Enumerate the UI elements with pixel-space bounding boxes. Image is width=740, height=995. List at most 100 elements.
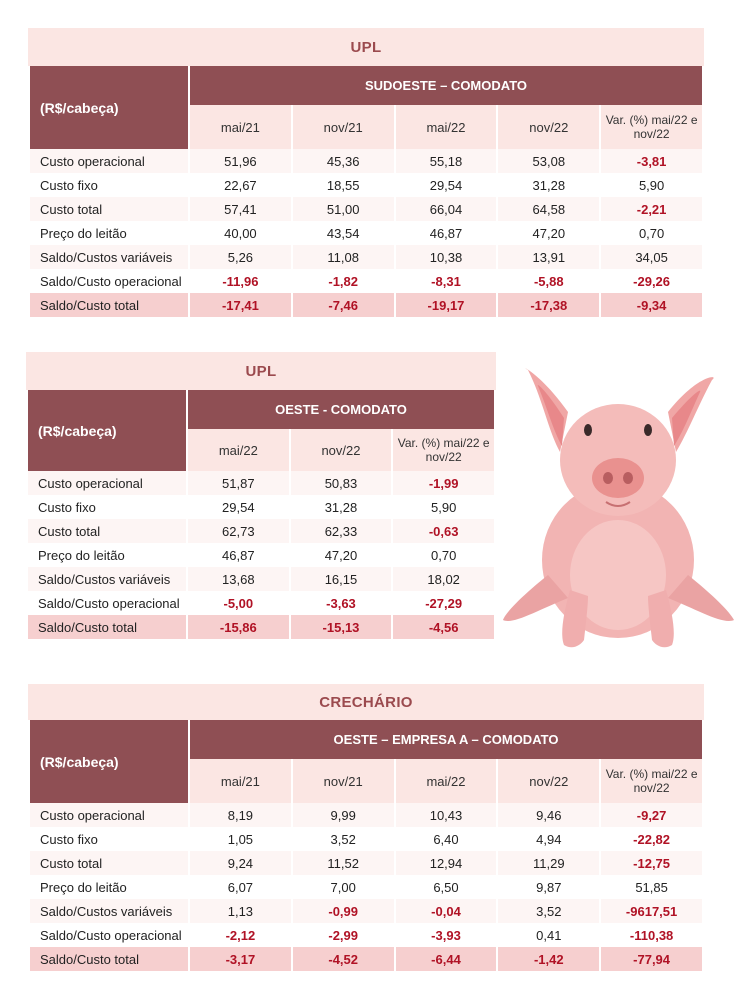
column-header: Var. (%) mai/22 e nov/22 <box>601 105 702 149</box>
table-upl-sudoeste: UPL (R$/cabeça) SUDOESTE – COMODATO mai/… <box>28 28 704 317</box>
table-cell: 6,50 <box>395 875 497 899</box>
row-label: Saldo/Custos variáveis <box>30 899 188 923</box>
table-cell: 16,15 <box>290 567 392 591</box>
group-header: OESTE - COMODATO <box>188 390 494 429</box>
table-cell: -17,38 <box>498 293 600 317</box>
column-header: nov/21 <box>292 759 394 803</box>
table-cell: -0,99 <box>292 899 394 923</box>
group-header: OESTE – EMPRESA A – COMODATO <box>190 720 702 759</box>
row-label: Preço do leitão <box>30 875 188 899</box>
table-row: Saldo/Custo total -3,17 -4,52 -6,44 -1,42 -77… <box>30 947 702 971</box>
row-label: Custo total <box>30 197 188 221</box>
table-cell: 5,26 <box>190 245 291 269</box>
row-label: Saldo/Custo total <box>30 293 188 317</box>
table-cell: -8,31 <box>395 269 497 293</box>
table-cell: 66,04 <box>395 197 497 221</box>
table-cell: -9,34 <box>601 293 702 317</box>
table-row: Custo fixo 29,54 31,28 5,90 <box>28 495 494 519</box>
table-cell: -17,41 <box>190 293 291 317</box>
table-cell: 0,70 <box>393 543 494 567</box>
table-cell: 50,83 <box>290 471 392 495</box>
table-cell: -9,27 <box>601 803 702 827</box>
table-row: Saldo/Custos variáveis 5,26 11,08 10,38 13,9… <box>30 245 702 269</box>
table-cell: 18,55 <box>292 173 394 197</box>
row-label: Saldo/Custo total <box>30 947 188 971</box>
table-cell: 18,02 <box>393 567 494 591</box>
table-cell: -4,52 <box>292 947 394 971</box>
table-cell: -1,42 <box>498 947 600 971</box>
row-label: Custo fixo <box>30 827 188 851</box>
table-cell: 57,41 <box>190 197 291 221</box>
table-cell: 11,52 <box>292 851 394 875</box>
table-cell: -3,81 <box>601 149 702 173</box>
table-row: Custo total 57,41 51,00 66,04 64,58 -2,21 <box>30 197 702 221</box>
table-cell: -0,63 <box>393 519 494 543</box>
table-crechario-oeste: CRECHÁRIO (R$/cabeça) OESTE – EMPRESA A … <box>28 684 704 971</box>
table-cell: -15,13 <box>290 615 392 639</box>
row-label: Custo fixo <box>28 495 186 519</box>
row-label: Saldo/Custo operacional <box>30 269 188 293</box>
column-header: nov/22 <box>498 105 600 149</box>
table-cell: -11,96 <box>190 269 291 293</box>
table-cell: -2,99 <box>292 923 394 947</box>
table-cell: 64,58 <box>498 197 600 221</box>
table-cell: 9,99 <box>292 803 394 827</box>
table-cell: 47,20 <box>498 221 600 245</box>
column-header: nov/21 <box>292 105 394 149</box>
table-cell: 10,43 <box>395 803 497 827</box>
unit-label: (R$/cabeça) <box>30 66 188 149</box>
row-label: Saldo/Custo operacional <box>28 591 186 615</box>
table-row: Preço do leitão 46,87 47,20 0,70 <box>28 543 494 567</box>
table-cell: 22,67 <box>190 173 291 197</box>
table-cell: 51,87 <box>188 471 289 495</box>
data-table: (R$/cabeça) OESTE – EMPRESA A – COMODATO… <box>28 720 704 971</box>
row-label: Saldo/Custo total <box>28 615 186 639</box>
column-header: mai/22 <box>395 759 497 803</box>
table-row: Saldo/Custo total -17,41 -7,46 -19,17 -17,38… <box>30 293 702 317</box>
table-cell: -1,82 <box>292 269 394 293</box>
table-cell: -4,56 <box>393 615 494 639</box>
table-row: Saldo/Custo total -15,86 -15,13 -4,56 <box>28 615 494 639</box>
table-cell: 13,68 <box>188 567 289 591</box>
row-label: Preço do leitão <box>30 221 188 245</box>
table-cell: 6,07 <box>190 875 291 899</box>
table-cell: 6,40 <box>395 827 497 851</box>
table-cell: 43,54 <box>292 221 394 245</box>
table-cell: 0,70 <box>601 221 702 245</box>
table-cell: -5,88 <box>498 269 600 293</box>
row-label: Saldo/Custos variáveis <box>28 567 186 591</box>
table-row: Custo total 9,24 11,52 12,94 11,29 -12,75 <box>30 851 702 875</box>
table-cell: -12,75 <box>601 851 702 875</box>
table-cell: -3,17 <box>190 947 291 971</box>
table-cell: 45,36 <box>292 149 394 173</box>
table-cell: -3,63 <box>290 591 392 615</box>
table-cell: 0,41 <box>498 923 600 947</box>
column-header: Var. (%) mai/22 e nov/22 <box>393 429 494 471</box>
table-cell: 13,91 <box>498 245 600 269</box>
column-header: Var. (%) mai/22 e nov/22 <box>601 759 702 803</box>
table-cell: 11,29 <box>498 851 600 875</box>
table-cell: -1,99 <box>393 471 494 495</box>
column-header: mai/21 <box>190 105 291 149</box>
table-cell: 1,13 <box>190 899 291 923</box>
table-row: Saldo/Custos variáveis 1,13 -0,99 -0,04 3,52… <box>30 899 702 923</box>
group-header: SUDOESTE – COMODATO <box>190 66 702 105</box>
data-table: (R$/cabeça) SUDOESTE – COMODATO mai/21 n… <box>28 66 704 317</box>
table-cell: 46,87 <box>188 543 289 567</box>
table-row: Custo operacional 51,87 50,83 -1,99 <box>28 471 494 495</box>
table-cell: -29,26 <box>601 269 702 293</box>
table-cell: 8,19 <box>190 803 291 827</box>
table-cell: 62,73 <box>188 519 289 543</box>
row-label: Custo operacional <box>30 803 188 827</box>
row-label: Preço do leitão <box>28 543 186 567</box>
unit-label: (R$/cabeça) <box>28 390 186 471</box>
table-cell: 5,90 <box>601 173 702 197</box>
table-cell: 51,85 <box>601 875 702 899</box>
table-cell: -5,00 <box>188 591 289 615</box>
table-cell: -19,17 <box>395 293 497 317</box>
table-cell: -0,04 <box>395 899 497 923</box>
table-row: Custo operacional 51,96 45,36 55,18 53,08 -3,… <box>30 149 702 173</box>
table-cell: 40,00 <box>190 221 291 245</box>
table-cell: 29,54 <box>395 173 497 197</box>
table-cell: 34,05 <box>601 245 702 269</box>
